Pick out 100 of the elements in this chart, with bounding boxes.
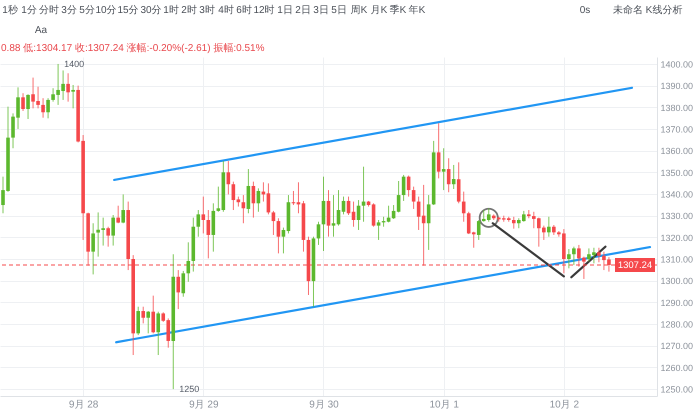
text: 分时 xyxy=(39,4,59,16)
y-tick-label: 1380.00 xyxy=(660,102,694,113)
candlestick xyxy=(456,162,460,204)
y-tick-label: 1400.00 xyxy=(660,59,694,70)
candlestick xyxy=(66,72,70,102)
candlestick xyxy=(406,175,410,198)
candlestick xyxy=(151,295,156,334)
candlestick xyxy=(452,164,456,190)
candlestick xyxy=(101,217,105,246)
candlestick xyxy=(226,160,230,195)
candlestick xyxy=(446,158,450,193)
candlestick xyxy=(21,92,25,112)
text: 2时 xyxy=(181,4,197,16)
y-tick-label: 1330.00 xyxy=(660,211,694,222)
candlestick xyxy=(106,226,110,248)
candlestick xyxy=(91,222,95,275)
candlestick xyxy=(26,94,30,120)
x-tick-label: 9月 28 xyxy=(68,400,99,410)
y-tick-label: 1390.00 xyxy=(660,81,694,92)
candlestick xyxy=(181,270,186,298)
candlestick xyxy=(316,221,320,246)
y-tick-label: 1320.00 xyxy=(660,232,694,243)
candlestick xyxy=(116,205,120,224)
text: 1秒 xyxy=(2,4,18,16)
candlestick xyxy=(322,176,326,252)
candlestick xyxy=(206,210,210,259)
text: 5分 xyxy=(79,4,95,16)
candlestick xyxy=(356,200,360,230)
y-tick-label: 1300.00 xyxy=(660,276,694,286)
candlestick xyxy=(46,98,50,119)
text: Aa xyxy=(34,25,48,36)
annotation: 1400 xyxy=(64,58,84,69)
candlestick xyxy=(146,310,150,334)
candlestick xyxy=(41,98,45,118)
text: 4时 xyxy=(218,4,234,16)
candlestick xyxy=(412,186,416,210)
candlestick xyxy=(242,194,246,224)
text: K线分析 xyxy=(646,4,682,16)
text: 6时 xyxy=(236,4,252,16)
candlestick xyxy=(156,311,160,356)
text: 30分 xyxy=(140,4,162,16)
text: 15分 xyxy=(117,4,139,16)
x-tick-label: 9月 29 xyxy=(189,400,219,410)
text: 2日 xyxy=(295,5,311,16)
candlestick xyxy=(402,174,406,202)
candlestick xyxy=(436,122,440,179)
text: 1时 xyxy=(163,4,179,16)
candlestick xyxy=(272,210,276,236)
text: 1日 xyxy=(277,5,293,16)
candlestick xyxy=(111,214,115,246)
candlestick xyxy=(202,196,206,234)
text: 3日 xyxy=(313,5,329,16)
candlestick xyxy=(572,246,576,266)
text: 5日 xyxy=(331,5,347,16)
candlestick xyxy=(362,166,366,222)
y-tick-label: 1370.00 xyxy=(660,124,694,134)
candlestick xyxy=(246,168,250,214)
y-tick-label: 1270.00 xyxy=(660,341,694,352)
y-tick-label: 1340.00 xyxy=(660,189,694,200)
candlestick xyxy=(462,191,466,222)
y-tick-label: 1360.00 xyxy=(660,146,694,156)
text: 12时 xyxy=(253,4,275,16)
y-tick-label: 1290.00 xyxy=(660,298,694,308)
candlestick xyxy=(476,219,481,240)
candlestick xyxy=(552,224,556,236)
text: 月K xyxy=(370,5,388,16)
text: 10分 xyxy=(95,4,117,16)
text: 0s xyxy=(580,5,590,16)
x-tick-label: 10月 2 xyxy=(550,400,580,410)
y-tick-label: 1280.00 xyxy=(660,320,694,330)
text: 季K xyxy=(390,4,407,16)
candlestick xyxy=(136,306,140,336)
chart-subtitle: 0.88 低:1304.17 收:1307.24 涨幅:-0.20%(-2.61) 振幅:0.51% xyxy=(1,42,265,54)
candlestick xyxy=(121,194,125,224)
candlestick xyxy=(426,194,430,250)
text: 未命名 xyxy=(613,4,643,16)
candlestick xyxy=(276,218,280,254)
candlestick xyxy=(196,210,200,238)
y-tick-label: 1310.00 xyxy=(660,254,694,265)
x-tick-label: 9月 30 xyxy=(309,400,340,410)
y-tick-label: 1250.00 xyxy=(660,384,694,395)
x-tick-label: 10月 1 xyxy=(429,400,460,410)
candlestick xyxy=(176,270,180,310)
candlestick xyxy=(186,242,190,282)
candlestick xyxy=(547,216,551,238)
text: 1分 xyxy=(21,4,37,16)
text: 3时 xyxy=(199,4,215,16)
text: 周K xyxy=(350,5,368,16)
candlestick xyxy=(442,148,446,191)
candlestick xyxy=(141,306,146,324)
y-tick-label: 1350.00 xyxy=(660,168,694,178)
y-tick-label: 1260.00 xyxy=(660,362,694,373)
candlestick xyxy=(256,188,260,212)
text: 年K xyxy=(408,4,426,16)
candlestick xyxy=(567,248,571,269)
text: 3分 xyxy=(61,4,77,16)
ref-line-label: 1307.24 xyxy=(618,260,652,271)
candlestick xyxy=(597,247,601,263)
annotation: 1250 xyxy=(179,384,200,394)
candlestick xyxy=(252,181,256,218)
